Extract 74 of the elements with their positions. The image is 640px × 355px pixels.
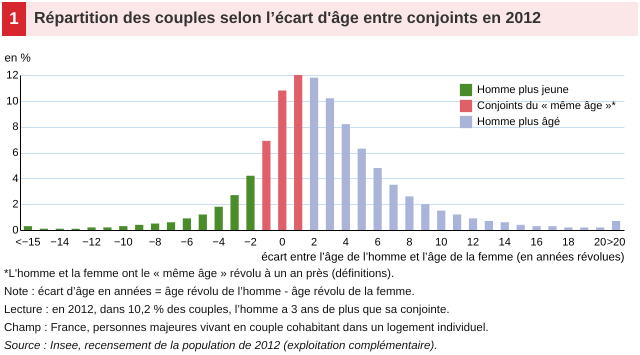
x-tick-label: 12	[466, 236, 480, 248]
y-tick-label: 2	[12, 198, 18, 211]
x-tick-label: 2	[310, 236, 318, 248]
x-tick-label: 14	[498, 236, 511, 248]
bar	[580, 227, 588, 230]
bar	[87, 227, 96, 230]
bar	[596, 227, 604, 230]
legend-label: Homme plus jeune	[477, 84, 569, 96]
bar	[246, 176, 255, 230]
x-tick-label: −8	[148, 236, 162, 248]
bar	[278, 90, 286, 230]
x-tick-label: 16	[530, 236, 543, 248]
bar	[564, 227, 572, 230]
x-tick-label: 10	[435, 236, 448, 248]
bar	[230, 195, 239, 230]
bar	[437, 210, 446, 230]
bar	[198, 214, 207, 230]
y-tick-label: 8	[12, 121, 18, 134]
bar	[310, 78, 318, 230]
x-tick-label: 18	[562, 236, 574, 248]
bar	[500, 222, 509, 230]
x-tick-label: 4	[342, 236, 349, 248]
bar	[516, 224, 525, 230]
y-tick-label: 10	[6, 95, 18, 108]
x-tick-label: 6	[374, 236, 381, 248]
y-axis-title: en %	[4, 52, 31, 64]
text: Note : écart d’âge en années = âge révolu de l’homme - âge révolu de la femme.	[4, 285, 416, 300]
bar	[294, 75, 302, 230]
legend-label: Homme plus âgé	[477, 116, 560, 128]
bar	[262, 140, 270, 230]
x-tick-label: 8	[406, 236, 412, 248]
bar	[166, 222, 176, 230]
chart-title: Répartition des couples selon l’écart d'âge entre conjoints en 2012	[34, 10, 542, 28]
bar	[342, 124, 350, 230]
y-tick-label: 6	[12, 147, 18, 159]
x-tick-label: −10	[114, 236, 133, 248]
x-tick-label: −6	[180, 236, 194, 248]
bar	[612, 220, 620, 230]
bar	[358, 148, 366, 230]
bar	[468, 218, 478, 230]
bar	[548, 226, 557, 230]
x-tick-label: −4	[212, 236, 225, 248]
source-note: Source : Insee, recensement de la population de 2012 (exploitation complémentaire).	[4, 339, 438, 354]
bar	[421, 204, 430, 230]
bar	[452, 214, 462, 230]
bar	[24, 226, 32, 230]
bar	[103, 227, 112, 230]
text: *L'homme et la femme ont le « même âge » révolu à un an près (définitions).	[4, 267, 396, 282]
bar	[214, 206, 223, 230]
text: Champ : France, personnes majeures vivant en couple cohabitant dans un logement individuel.	[4, 321, 490, 336]
bar	[135, 224, 144, 230]
bar	[532, 226, 541, 230]
y-tick-label: 0	[12, 224, 18, 236]
bar	[405, 196, 414, 230]
bar	[389, 184, 398, 230]
x-axis-title: écart entre l’âge de l’homme et l’âge de la femme (en années révolues)	[261, 252, 625, 264]
bar	[374, 168, 382, 230]
bar	[182, 218, 192, 230]
y-tick-label: 4	[12, 172, 18, 185]
x-tick-label: −12	[82, 236, 101, 248]
x-tick-label: −2	[244, 236, 257, 248]
legend-label: Conjoints du « même âge »*	[477, 100, 617, 112]
text: Lecture : en 2012, dans 10,2 % des couples, l’homme a 3 ans de plus que sa conjointe.	[4, 303, 451, 318]
y-tick-label: 12	[6, 70, 18, 82]
x-tick-label: >20	[606, 236, 626, 248]
x-tick-label: 0	[279, 236, 286, 248]
bar	[484, 220, 494, 230]
bar	[119, 226, 128, 230]
x-tick-label: <−15	[15, 236, 40, 248]
bar	[326, 98, 334, 230]
bar	[150, 224, 160, 230]
text: 1	[2, 2, 26, 36]
x-tick-label: 20	[594, 236, 606, 248]
x-tick-label: −14	[50, 236, 70, 248]
